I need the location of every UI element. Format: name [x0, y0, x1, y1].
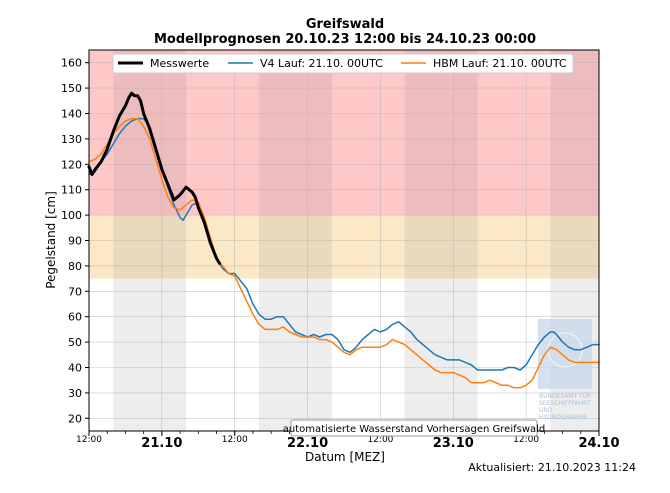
legend-label-hbm: HBM Lauf: 21.10. 00UTC: [433, 57, 567, 70]
legend: Messwerte V4 Lauf: 21.10. 00UTC HBM Lauf…: [112, 53, 574, 74]
legend-box: [112, 53, 574, 74]
note-box-text: automatisierte Wasserstand Vorhersagen G…: [283, 424, 546, 435]
chart-title: Greifswald: [306, 17, 384, 32]
series-lines: [87, 91, 600, 389]
x-tick-label: 22.10: [287, 436, 328, 451]
y-tick-label: 110: [61, 184, 82, 197]
bsh-logo-text: BUNDESAMT FÜR: [539, 393, 591, 400]
series-line: [88, 117, 600, 389]
bsh-logo-box: [538, 319, 592, 389]
x-tick-label: 12:00: [76, 435, 102, 445]
y-tick-label: 160: [61, 57, 82, 70]
x-tick-label: 23.10: [433, 436, 474, 451]
y-tick-label: 90: [68, 235, 82, 248]
x-tick-label: 12:00: [513, 435, 539, 445]
plot-area: BUNDESAMT FÜR SEESCHIFFFAHRT UND HYDROGR…: [87, 49, 600, 432]
bsh-logo-text: HYDROGRAPHIE: [539, 414, 587, 421]
x-tick-label: 24.10: [578, 436, 619, 451]
yellow-zone: [89, 215, 599, 279]
red-zone: [89, 50, 599, 216]
y-tick-label: 130: [61, 133, 82, 146]
legend-label-v4: V4 Lauf: 21.10. 00UTC: [260, 57, 383, 70]
chart-subtitle: Modellprognosen 20.10.23 12:00 bis 24.10…: [154, 32, 536, 47]
bsh-logo-text: UND: [539, 407, 553, 414]
x-axis-label: Datum [MEZ]: [305, 450, 385, 464]
x-axis-ticks: 12:00 21.10 12:00 22.10 12:00 23.10 12:00 24.10: [76, 431, 620, 451]
y-tick-label: 70: [68, 285, 82, 298]
y-tick-label: 30: [68, 387, 82, 400]
x-tick-label: 21.10: [141, 436, 182, 451]
y-tick-label: 120: [61, 158, 82, 171]
y-tick-label: 50: [68, 336, 82, 349]
bsh-logo: BUNDESAMT FÜR SEESCHIFFFAHRT UND HYDROGR…: [538, 319, 592, 421]
bsh-logo-text: SEESCHIFFFAHRT: [539, 400, 591, 407]
x-tick-label: 12:00: [222, 435, 248, 445]
y-tick-label: 150: [61, 82, 82, 95]
y-tick-label: 140: [61, 108, 82, 121]
threshold-bands: [89, 50, 599, 279]
legend-label-messwerte: Messwerte: [150, 57, 209, 70]
y-tick-label: 60: [68, 311, 82, 324]
y-tick-label: 40: [68, 362, 82, 375]
x-tick-label: 12:00: [367, 435, 393, 445]
y-tick-label: 20: [68, 412, 82, 425]
updated-timestamp: Aktualisiert: 21.10.2023 11:24: [468, 461, 636, 474]
series-line: [87, 91, 221, 265]
y-tick-label: 100: [61, 209, 82, 222]
y-tick-label: 80: [68, 260, 82, 273]
y-axis-ticks: 20 30 40 50 60 70 80 90 100 110 120 130 140 150 160: [61, 57, 89, 425]
y-axis-label: Pegelstand [cm]: [44, 191, 58, 289]
note-box-frame: [290, 419, 538, 437]
note-box: automatisierte Wasserstand Vorhersagen G…: [283, 419, 546, 437]
